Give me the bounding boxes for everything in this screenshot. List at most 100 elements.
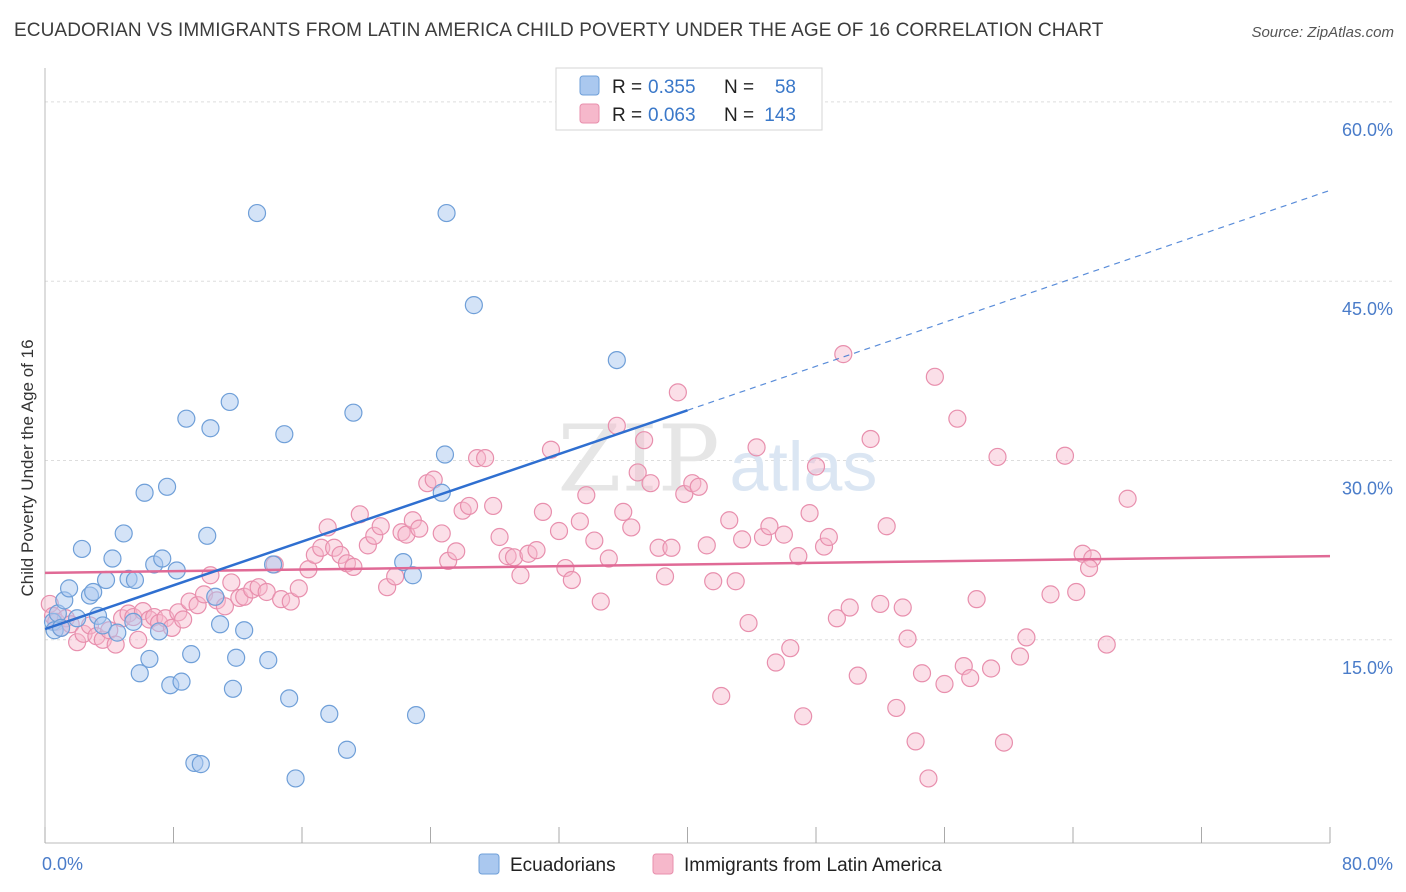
y-tick-label: 45.0% [1342,299,1393,319]
data-point-immigrants [174,610,193,629]
data-point-immigrants [533,502,553,521]
data-point-immigrants [447,542,466,561]
data-point-ecuadorians [72,539,92,559]
bottom-legend-swatch-blue [478,853,500,875]
data-point-immigrants [697,536,716,555]
data-point-immigrants [925,367,944,386]
data-point-immigrants [988,447,1007,467]
data-point-immigrants [806,457,826,476]
data-point-ecuadorians [337,740,357,759]
data-point-ecuadorians [320,704,339,724]
data-point-immigrants [861,429,880,449]
data-point-immigrants [834,345,853,364]
trend-line-ecuadorians-extension [687,189,1331,411]
data-point-immigrants [668,383,687,402]
data-point-ecuadorians [607,350,626,370]
y-tick-label: 30.0% [1342,479,1393,499]
data-point-ecuadorians [153,549,172,568]
data-point-immigrants [919,769,938,788]
data-point-ecuadorians [201,419,220,438]
data-point-ecuadorians [182,645,201,664]
data-point-ecuadorians [227,648,246,667]
x-tick-label: 80.0% [1342,854,1393,874]
data-point-immigrants [774,525,793,544]
data-point-immigrants [781,639,800,658]
data-point-ecuadorians [114,524,133,543]
bottom-legend-immigrants: Immigrants from Latin America [684,855,942,876]
data-point-immigrants [257,582,276,602]
data-point-ecuadorians [235,621,254,640]
data-point-ecuadorians [223,679,243,698]
data-point-immigrants [641,474,660,493]
data-point-immigrants [935,674,954,694]
data-point-immigrants [527,541,546,560]
data-point-immigrants [948,409,967,428]
data-point-ecuadorians [435,445,455,464]
data-point-immigrants [760,517,779,536]
y-tick-label: 60.0% [1342,120,1393,140]
data-point-immigrants [289,579,308,598]
data-point-ecuadorians [198,526,217,545]
data-point-immigrants [365,526,384,545]
data-point-ecuadorians [172,672,191,691]
data-point-ecuadorians [220,392,239,412]
legend-r-value: 0.355 [648,77,696,98]
legend-swatch-pink [579,103,600,124]
data-point-immigrants [800,503,819,523]
data-point-immigrants [726,572,745,591]
data-point-immigrants [129,630,148,649]
data-point-immigrants [704,572,723,591]
data-point-immigrants [1041,585,1060,604]
chart-title: ECUADORIAN VS IMMIGRANTS FROM LATIN AMER… [14,20,1104,41]
data-point-immigrants [662,538,681,557]
data-point-immigrants [614,502,633,521]
data-point-ecuadorians [437,203,456,223]
data-point-immigrants [981,659,1001,678]
data-point-immigrants [655,567,675,586]
data-point-ecuadorians [124,612,143,631]
data-point-ecuadorians [135,483,154,502]
data-point-immigrants [281,592,300,611]
data-point-immigrants [1079,558,1099,578]
data-point-ecuadorians [403,566,422,585]
data-point-immigrants [358,536,377,555]
data-point-immigrants [305,545,324,565]
data-point-immigrants [689,477,708,496]
data-point-ecuadorians [191,755,210,774]
x-tick-labels: 0.0% 80.0% [42,854,1393,874]
data-point-ecuadorians [130,664,149,683]
data-point-immigrants [476,449,495,468]
legend: R = 0.355 N = 58 R = 0.063 N = 143 [555,67,823,131]
data-point-ecuadorians [406,706,426,725]
data-point-ecuadorians [344,403,363,422]
data-point-ecuadorians [286,769,305,788]
data-point-ecuadorians [84,582,103,602]
data-point-immigrants [628,463,647,482]
data-point-ecuadorians [140,649,159,669]
data-point-immigrants [585,531,604,550]
legend-r-value: 0.063 [648,105,696,126]
data-point-ecuadorians [464,296,483,315]
data-point-immigrants [410,519,429,538]
data-point-ecuadorians [103,549,122,568]
data-point-immigrants [893,598,912,617]
data-point-immigrants [1017,628,1036,647]
data-point-immigrants [789,547,808,566]
data-point-immigrants [739,613,758,633]
bottom-legend: Ecuadorians Immigrants from Latin Americ… [478,853,942,876]
data-point-immigrants [371,517,390,536]
data-point-immigrants [898,629,917,648]
x-tick-label: 0.0% [42,854,83,874]
data-point-immigrants [599,549,618,568]
data-point-ecuadorians [93,616,112,635]
data-point-immigrants [794,707,813,726]
data-point-immigrants [753,527,773,547]
data-point-immigrants [541,440,561,459]
legend-n-value: 143 [764,105,796,126]
legend-n-label: N = [724,105,754,126]
legend-r-label: R = [612,105,642,126]
data-point-immigrants [1067,582,1086,602]
data-point-immigrants [459,496,479,516]
y-tick-labels: 15.0% 30.0% 45.0% 60.0% [1342,120,1393,678]
